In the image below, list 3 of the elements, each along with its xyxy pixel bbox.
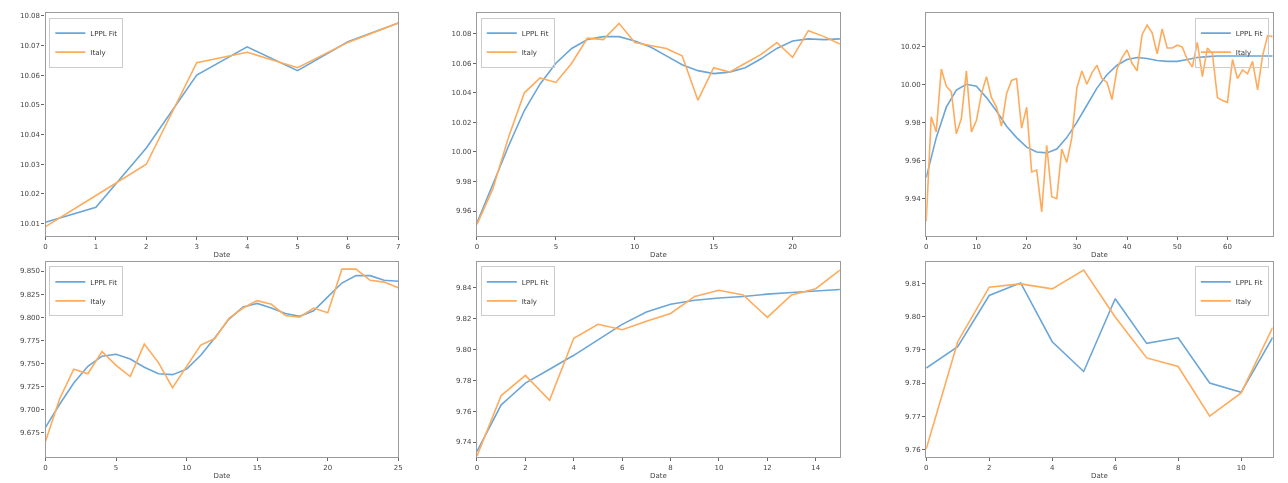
- line-series: [926, 282, 1273, 394]
- line-series: [926, 55, 1273, 179]
- line-series: [926, 269, 1273, 450]
